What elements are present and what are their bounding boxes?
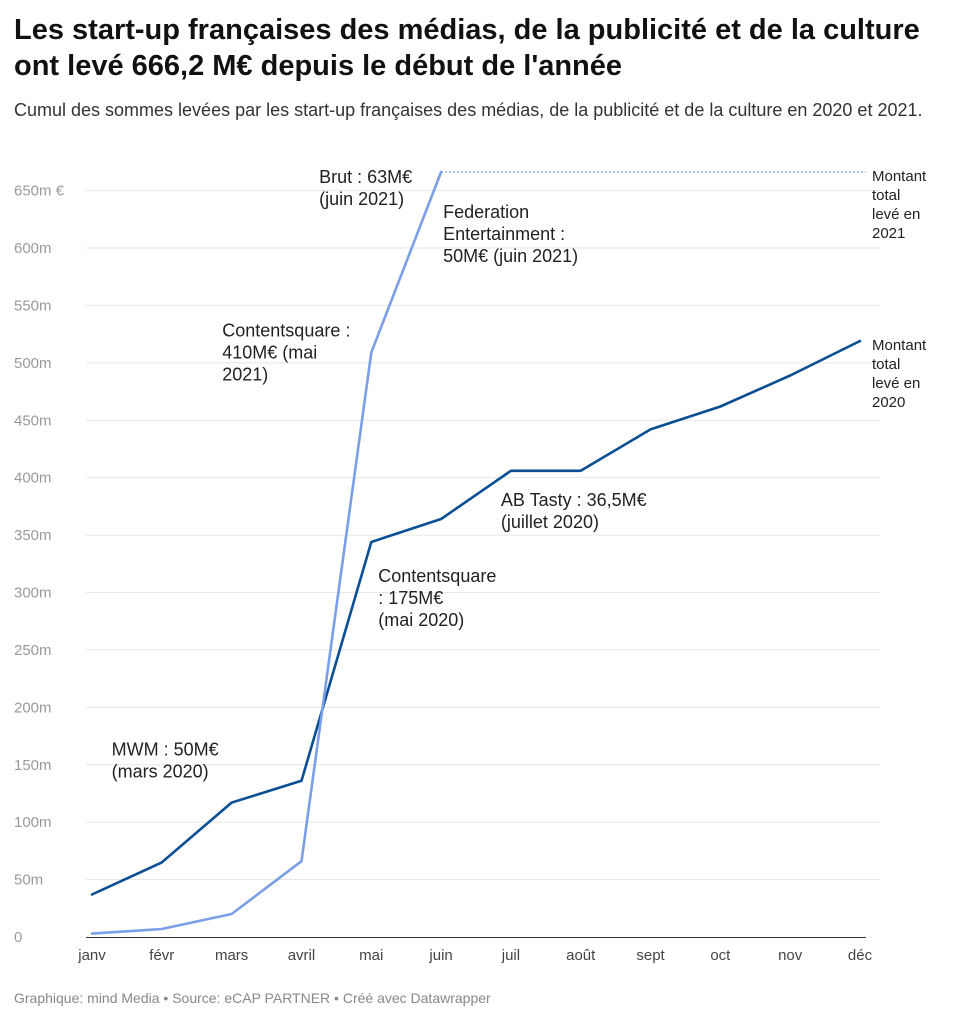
end-labels: Montant total levé en 2021 Montant total levé … xyxy=(872,168,927,411)
series-line-2021 xyxy=(90,170,443,935)
y-tick-label: 100m xyxy=(14,814,52,831)
end-label-2020: Montant total levé en 2020 xyxy=(872,337,927,411)
y-tick-label: 150m xyxy=(14,757,52,774)
y-tick-label: 300m xyxy=(14,585,52,602)
x-tick-label: janv xyxy=(77,947,106,964)
y-tick-label: 0 xyxy=(14,929,22,946)
x-tick-label: mai xyxy=(359,947,383,964)
annotation-label: Federation Entertainment :50M€ (juin 2021… xyxy=(443,202,578,266)
series-lines xyxy=(90,170,862,935)
y-tick-label: 650m € xyxy=(14,183,65,200)
y-tick-label: 350m xyxy=(14,527,52,544)
y-tick-label: 550m xyxy=(14,297,52,314)
grid-layer xyxy=(86,190,880,938)
x-tick-label: nov xyxy=(778,947,803,964)
x-tick-label: mars xyxy=(215,947,248,964)
end-label-2021: Montant total levé en 2021 xyxy=(872,168,927,242)
x-tick-label: juin xyxy=(428,947,452,964)
y-tick-label: 450m xyxy=(14,412,52,429)
y-axis: 0 50m 100m 150m 200m 250m 300m 350m 400m 450m 500m… xyxy=(14,183,65,946)
annotation-label: AB Tasty : 36,5M€ (juillet 2020) xyxy=(501,490,647,532)
y-tick-label: 600m xyxy=(14,240,52,257)
y-tick-label: 400m xyxy=(14,470,52,487)
annotation-label: Contentsquare :410M€ (mai 2021) xyxy=(222,321,350,385)
x-tick-label: déc xyxy=(848,947,873,964)
annotation-label: Brut : 63M€ (juin 2021) xyxy=(319,167,412,209)
y-tick-label: 50m xyxy=(14,872,43,889)
x-axis: janv févr mars avril mai juin juil août sept oct n… xyxy=(77,947,872,964)
x-tick-label: oct xyxy=(710,947,731,964)
x-tick-label: févr xyxy=(149,947,174,964)
annotation-label: Contentsquare: 175M€ (mai 2020) xyxy=(378,566,496,630)
y-tick-label: 200m xyxy=(14,699,52,716)
annotations: MWM : 50M€ (mars 2020) Contentsquare: 175M… xyxy=(112,167,647,782)
y-tick-label: 250m xyxy=(14,642,52,659)
y-tick-label: 500m xyxy=(14,355,52,372)
chart-subtitle: Cumul des sommes levées par les start-up… xyxy=(14,100,923,120)
x-tick-label: juil xyxy=(501,947,520,964)
chart-footer: Graphique: mind Media • Source: eCAP PAR… xyxy=(14,990,491,1006)
x-tick-label: sept xyxy=(636,947,665,964)
series-line-2020 xyxy=(90,339,862,896)
chart-title: Les start-up françaises des médias, de l… xyxy=(14,14,920,82)
x-tick-label: août xyxy=(566,947,596,964)
annotation-label: MWM : 50M€ (mars 2020) xyxy=(112,740,219,782)
x-tick-label: avril xyxy=(288,947,316,964)
